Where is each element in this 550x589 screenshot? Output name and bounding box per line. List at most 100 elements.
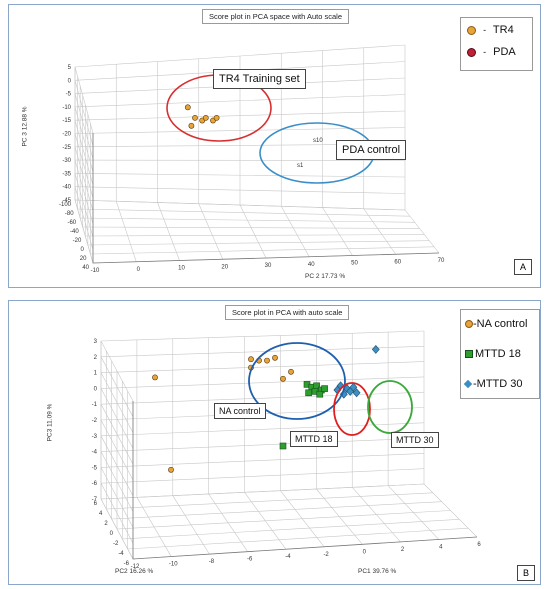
grid-line	[100, 498, 134, 560]
grid-line	[80, 217, 415, 223]
z-tick-label: -45	[62, 198, 71, 204]
grid-line	[239, 204, 267, 259]
legend-a-tr4-label: TR4	[492, 24, 514, 36]
grid-line	[74, 186, 94, 251]
grid-line	[87, 240, 430, 246]
left-axis-tick-label: -40	[70, 229, 79, 235]
data-point	[371, 344, 380, 354]
data-point	[316, 390, 324, 398]
left-axis-tick-label: -20	[73, 238, 82, 244]
panel-b: 3 2 1 0 -1 -2 -3 -4 -5 -6 -7 6 4 2 0 -2 -4 -6 -12 -10 -8 -6 -4…	[8, 300, 541, 585]
panel-label-b: B	[517, 565, 535, 581]
grid-line	[111, 501, 442, 520]
grid-line	[100, 422, 425, 437]
data-point	[352, 388, 361, 398]
z-tick-label: -5	[92, 465, 98, 471]
grid-line	[100, 468, 425, 484]
plot-a-svg: 50-5-10-15-20-25-30-35-40-45-100-80-60-4…	[59, 44, 445, 274]
z-axis-label-b: PC3 11.09 %	[46, 403, 54, 442]
legend-a-item-pda: - PDA	[467, 46, 516, 58]
annotation-mttd30: MTTD 30	[391, 432, 439, 448]
grid-line	[74, 160, 94, 225]
grid-line	[100, 361, 425, 373]
box-edge	[92, 133, 440, 264]
grid-line	[106, 492, 433, 510]
grid-line	[404, 209, 440, 254]
left-axis-tick-label: 20	[80, 256, 87, 262]
grid-line	[157, 202, 180, 261]
z-tick-label: -1	[92, 402, 98, 408]
grid-line	[100, 453, 425, 468]
grid-line	[100, 467, 134, 528]
grid-line	[100, 483, 134, 544]
left-axis-tick-label: 0	[81, 247, 85, 253]
panel-a: 5 0 -5 -10 -15 -20 -25 -30 -35 -40 -45 -100 -80 -60 -4…	[8, 4, 541, 288]
left-axis-tick-label: -80	[65, 211, 74, 217]
legend-a-pda-label: PDA	[493, 46, 516, 58]
z-tick-label: 1	[94, 371, 98, 377]
grid-line	[100, 356, 134, 417]
grid-line	[74, 173, 94, 238]
grid-line	[100, 483, 425, 500]
z-tick-label: -10	[62, 105, 71, 111]
left-axis-tick-label: 0	[110, 531, 114, 537]
annotation-tr4-training-set: TR4 Training set	[213, 69, 306, 89]
bottom-axis-tick-label: 60	[394, 259, 401, 265]
z-tick-label: -6	[92, 481, 98, 487]
grid-line	[100, 340, 134, 402]
left-axis-tick-label: -6	[124, 561, 130, 567]
bottom-axis-tick-label: 40	[308, 262, 315, 268]
legend-b-mttd18-marker	[465, 350, 473, 359]
grid-line	[100, 330, 425, 342]
legend-b-item-na: -NA control	[465, 318, 527, 330]
left-axis-tick-label: -2	[113, 541, 119, 547]
bottom-axis-tick-label: 10	[178, 266, 185, 272]
data-point	[213, 114, 220, 121]
bottom-axis-tick-label: 30	[265, 263, 272, 269]
left-axis-tick-label: 4	[99, 511, 103, 517]
legend-a-item-tr4: - TR4	[467, 24, 514, 36]
grid-line	[74, 120, 94, 186]
legend-a-tr4-marker	[467, 25, 476, 35]
grid-line	[100, 435, 134, 496]
data-point	[184, 104, 191, 111]
data-point	[202, 114, 209, 121]
grid-line	[198, 203, 224, 260]
grid-line	[74, 106, 94, 173]
cluster-ellipse-mttd18	[333, 382, 371, 436]
data-point	[279, 442, 287, 450]
legend-a: - TR4 - PDA	[460, 17, 533, 71]
data-point	[305, 389, 312, 397]
data-point	[288, 368, 294, 375]
grid-line	[100, 376, 425, 389]
grid-line	[74, 133, 94, 199]
grid-line	[127, 527, 469, 550]
cluster-ellipse-na	[248, 342, 346, 420]
z-tick-label: -25	[62, 145, 71, 151]
bottom-axis-tick-label: -8	[209, 559, 215, 565]
grid-line	[74, 199, 94, 264]
annotation-pda-control: PDA control	[336, 140, 407, 160]
z-tick-label: 5	[68, 65, 72, 71]
legend-b-mttd18-label: MTTD 18	[475, 348, 521, 360]
z-tick-label: 2	[94, 355, 98, 361]
legend-b-na-marker	[465, 320, 473, 329]
z-tick-label: 0	[68, 78, 72, 84]
y-axis-label-b: PC2 16.26 %	[115, 568, 154, 575]
grid-line	[77, 208, 410, 217]
left-axis-tick-label: -4	[118, 551, 124, 557]
bottom-axis-tick-label: 2	[401, 547, 405, 553]
grid-line	[322, 207, 353, 256]
grid-line	[363, 208, 396, 255]
data-point	[264, 357, 270, 364]
grid-line	[74, 80, 94, 147]
bottom-axis-tick-label: -4	[285, 554, 291, 560]
bottom-axis-tick-label: -10	[169, 562, 178, 568]
grid-line	[100, 346, 425, 358]
z-tick-label: -5	[66, 92, 72, 98]
z-tick-label: -30	[62, 158, 71, 164]
data-point	[280, 375, 286, 382]
legend-a-tr4-dash: -	[483, 25, 487, 35]
chart-a-title: Score plot in PCA space with Auto scale	[202, 9, 349, 24]
grid-line	[82, 226, 420, 229]
